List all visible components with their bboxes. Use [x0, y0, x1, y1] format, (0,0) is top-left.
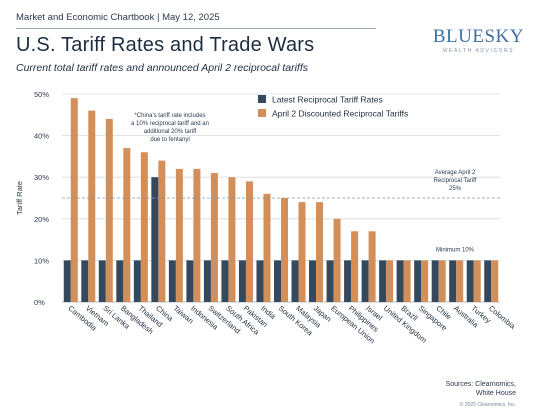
bar-april-china [158, 160, 166, 302]
bars-layer [63, 98, 499, 303]
bar-april-japan [316, 202, 324, 302]
bluesky-logo: BLUESKY WEALTH ADVISORS [433, 26, 524, 54]
bar-april-indonesia [193, 168, 201, 302]
bar-april-philippines [351, 231, 359, 302]
minimum-reference-label: Minimum 10% [436, 247, 475, 253]
bar-april-thailand [140, 152, 148, 302]
bar-latest-bangladesh [116, 260, 124, 302]
bar-latest-european-union [326, 260, 334, 302]
bar-april-sri-lanka [105, 118, 113, 303]
logo-wordmark: BLUESKY [432, 26, 524, 47]
y-tick-label: 30% [34, 173, 49, 182]
bar-april-turkey [473, 260, 481, 302]
bar-latest-thailand [133, 260, 141, 302]
china-footnote-annotation: a 10% reciprocal tariff and an [131, 121, 209, 127]
average-reference-label: 25% [449, 186, 462, 192]
bar-april-singapore [421, 260, 429, 302]
sources-line-1: Sources: Clearnomics, [445, 381, 516, 388]
legend-label-april: April 2 Discounted Reciprocal Tariffs [272, 109, 408, 119]
legend-label-latest: Latest Reciprocal Tariff Rates [272, 95, 383, 105]
bar-april-bangladesh [123, 148, 131, 302]
bar-latest-indonesia [186, 260, 194, 302]
bar-latest-singapore [414, 260, 422, 302]
bar-april-india [263, 193, 271, 302]
average-reference-label: Reciprocal Tariff [434, 178, 477, 184]
logo-tagline: WEALTH ADVISORS [442, 48, 515, 54]
bar-latest-south-africa [221, 260, 229, 302]
header-divider [16, 28, 376, 29]
bar-latest-israel [361, 260, 369, 302]
bar-april-brazil [403, 260, 411, 302]
china-footnote-annotation: additional 20% tariff [144, 129, 197, 135]
bar-april-south-korea [281, 198, 288, 302]
bar-latest-vietnam [81, 260, 89, 302]
bar-april-colombia [491, 260, 499, 302]
bar-april-cambodia [70, 98, 78, 302]
bar-latest-taiwan [168, 260, 176, 302]
reference-lines-layer: Average April 2 Reciprocal Tariff 25% Minim… [62, 170, 500, 253]
y-tick-label: 50% [34, 90, 49, 99]
bar-april-australia [456, 260, 464, 302]
bar-latest-australia [449, 260, 457, 302]
bar-april-taiwan [175, 168, 183, 302]
copyright-note: © 2025 Clearnomics, Inc. [459, 402, 516, 408]
bar-latest-chile [431, 260, 439, 302]
bar-latest-united-kingdom [379, 260, 387, 302]
bar-latest-turkey [466, 260, 474, 302]
bar-latest-malaysia [291, 260, 299, 302]
bar-latest-brazil [396, 260, 404, 302]
bar-latest-india [256, 260, 264, 302]
bar-latest-china [151, 177, 159, 302]
china-footnote-annotation: due to fentanyl [150, 137, 189, 143]
bar-latest-japan [309, 260, 317, 302]
legend-swatch-latest [258, 95, 266, 103]
sources-line-2: White House [475, 390, 516, 397]
y-tick-label: 20% [34, 215, 49, 224]
bar-latest-philippines [344, 260, 352, 302]
bar-april-chile [438, 260, 446, 302]
china-footnote-annotation: *China's tariff rate includes [134, 113, 205, 119]
bar-april-switzerland [210, 173, 218, 302]
tariff-chart: Average April 2 Reciprocal Tariff 25% Minim… [15, 90, 518, 345]
bar-latest-cambodia [63, 260, 71, 302]
bar-latest-south-korea [274, 260, 281, 302]
bar-april-european-union [333, 218, 341, 302]
bar-latest-pakistan [238, 260, 246, 302]
bar-latest-switzerland [203, 260, 211, 302]
bar-april-vietnam [88, 110, 96, 302]
page-title: U.S. Tariff Rates and Trade Wars [16, 34, 315, 56]
legend-swatch-april [258, 109, 266, 117]
y-tick-label: 0% [34, 298, 45, 307]
average-reference-label: Average April 2 [435, 170, 476, 176]
page-subtitle: Current total tariff rates and announced… [16, 62, 309, 74]
sources-note: Sources: Clearnomics, White House [446, 380, 516, 398]
bar-april-israel [368, 231, 376, 302]
bar-latest-sri-lanka [98, 260, 106, 302]
bar-april-pakistan [245, 181, 253, 302]
y-tick-label: 10% [34, 256, 49, 265]
legend: Latest Reciprocal Tariff Rates April 2 Di… [258, 95, 408, 119]
bar-april-malaysia [298, 202, 306, 302]
y-axis-label: Tariff Rate [15, 181, 24, 215]
y-tick-label: 40% [34, 132, 49, 141]
bar-april-south-africa [228, 177, 236, 302]
bar-april-united-kingdom [386, 260, 394, 302]
bar-latest-colombia [484, 260, 492, 302]
chartbook-header: Market and Economic Chartbook | May 12, … [16, 12, 220, 23]
header: Market and Economic Chartbook | May 12, … [16, 12, 376, 29]
